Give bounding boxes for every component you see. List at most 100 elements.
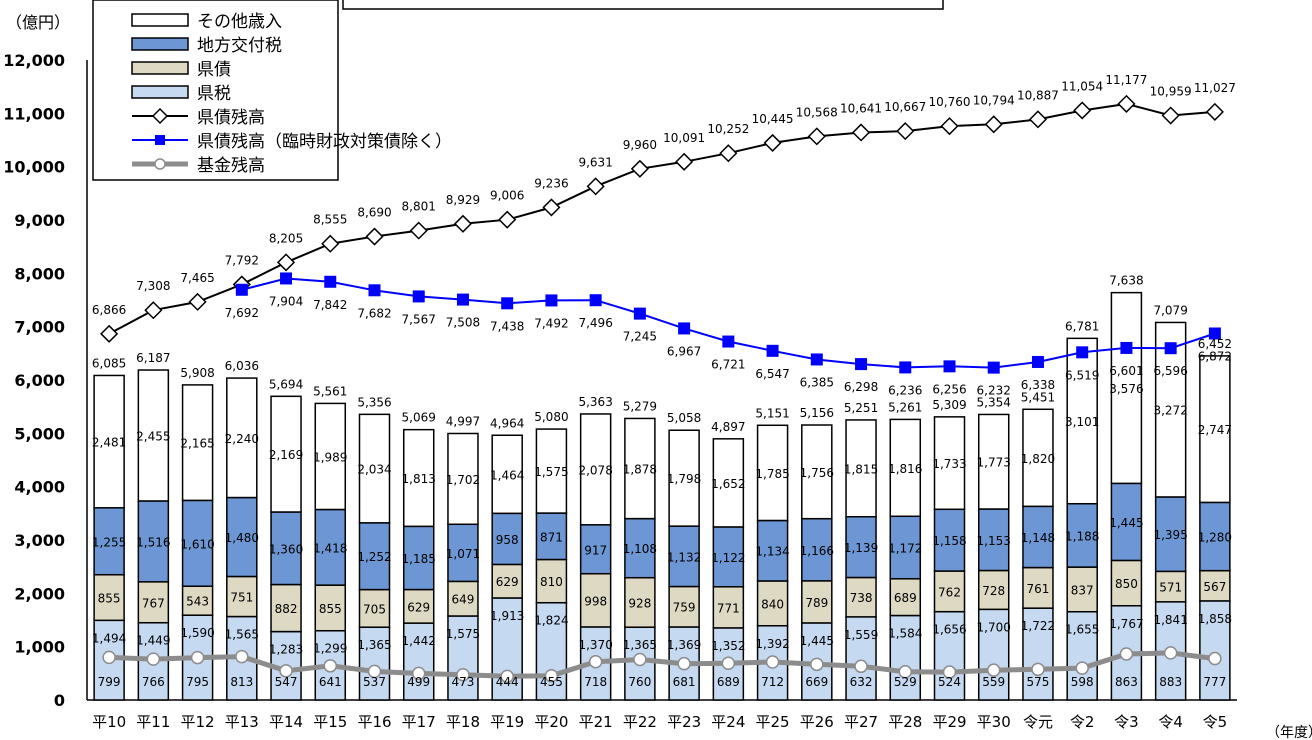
legend-marker bbox=[155, 159, 165, 169]
line-marker bbox=[634, 308, 646, 320]
bar-value-label: 1,565 bbox=[225, 628, 259, 642]
line-marker bbox=[811, 353, 823, 365]
line-value-label: 598 bbox=[1071, 675, 1094, 689]
bar-value-label: 738 bbox=[850, 591, 873, 605]
y-tick-label: 1,000 bbox=[14, 638, 65, 657]
x-tick-label: 平16 bbox=[357, 713, 391, 731]
bar-value-label: 2,747 bbox=[1198, 423, 1232, 437]
bar-value-label: 837 bbox=[1071, 583, 1094, 597]
bar-value-label: 1,798 bbox=[667, 472, 701, 486]
line-value-label: 10,445 bbox=[752, 112, 794, 126]
line-value-label: 529 bbox=[894, 675, 917, 689]
line-value-label: 10,887 bbox=[1017, 88, 1059, 102]
y-tick-label: 12,000 bbox=[3, 51, 65, 70]
line-value-label: 473 bbox=[452, 675, 475, 689]
legend-swatch bbox=[132, 86, 188, 98]
line-value-label: 8,205 bbox=[269, 231, 303, 245]
line-marker bbox=[236, 651, 248, 663]
line-value-label: 444 bbox=[496, 675, 519, 689]
line-value-label: 8,690 bbox=[357, 206, 391, 220]
x-tick-label: 平12 bbox=[181, 713, 215, 731]
line-value-label: 9,631 bbox=[578, 155, 612, 169]
line-marker bbox=[678, 658, 690, 670]
line-marker bbox=[324, 276, 336, 288]
bar-value-label: 1,299 bbox=[313, 642, 347, 656]
bar-total-label: 5,908 bbox=[180, 366, 214, 380]
line-marker bbox=[632, 161, 648, 177]
line-value-label: 7,245 bbox=[623, 330, 657, 344]
bar-value-label: 629 bbox=[496, 575, 519, 589]
line-marker bbox=[324, 660, 336, 672]
bar-value-label: 1,773 bbox=[977, 456, 1011, 470]
line-marker bbox=[501, 297, 513, 309]
line-marker bbox=[413, 290, 425, 302]
line-value-label: 813 bbox=[230, 675, 253, 689]
line-marker bbox=[634, 653, 646, 665]
line-marker bbox=[855, 358, 867, 370]
line-value-label: 689 bbox=[717, 675, 740, 689]
bar-value-label: 571 bbox=[1159, 581, 1182, 595]
line-marker bbox=[897, 123, 913, 139]
bar-value-label: 1,575 bbox=[446, 627, 480, 641]
bar-value-label: 1,516 bbox=[136, 535, 170, 549]
bar-value-label: 1,132 bbox=[667, 550, 701, 564]
bar-series-group bbox=[94, 293, 1230, 700]
x-tick-label: 令5 bbox=[1203, 713, 1228, 731]
line-value-label: 10,959 bbox=[1150, 85, 1192, 99]
bar-value-label: 1,449 bbox=[136, 634, 170, 648]
y-tick-label: 9,000 bbox=[14, 211, 65, 230]
line-marker bbox=[411, 223, 427, 239]
legend-label: 県債残高 bbox=[197, 108, 265, 128]
bar-total-label: 5,451 bbox=[1021, 390, 1055, 404]
line-value-label: 7,842 bbox=[313, 298, 347, 312]
y-tick-label: 0 bbox=[54, 691, 65, 710]
x-tick-label: 平17 bbox=[402, 713, 436, 731]
line-marker bbox=[1118, 96, 1134, 112]
line-marker bbox=[942, 118, 958, 134]
line-value-label: 6,721 bbox=[711, 358, 745, 372]
bar-value-label: 1,815 bbox=[844, 462, 878, 476]
line-value-label: 718 bbox=[584, 675, 607, 689]
bar-total-label: 5,279 bbox=[623, 399, 657, 413]
line-marker bbox=[192, 652, 204, 664]
legend-swatch bbox=[132, 38, 188, 50]
line-value-label: 10,794 bbox=[973, 93, 1015, 107]
bar-value-label: 1,655 bbox=[1065, 623, 1099, 637]
x-tick-label: 平19 bbox=[490, 713, 524, 731]
bar-value-label: 1,841 bbox=[1153, 613, 1187, 627]
bar-value-label: 1,785 bbox=[755, 467, 789, 481]
bar-value-label: 1,360 bbox=[269, 542, 303, 556]
line-value-label: 7,496 bbox=[578, 316, 612, 330]
line-marker bbox=[1165, 647, 1177, 659]
line-value-label: 669 bbox=[805, 675, 828, 689]
line-value-label: 6,596 bbox=[1153, 364, 1187, 378]
line-marker bbox=[543, 199, 559, 215]
x-tick-label: 平22 bbox=[623, 713, 657, 731]
bar-value-label: 1,445 bbox=[800, 634, 834, 648]
line-value-label: 6,232 bbox=[977, 384, 1011, 398]
bar-value-label: 649 bbox=[452, 593, 475, 607]
line-marker bbox=[722, 657, 734, 669]
line-marker bbox=[1165, 342, 1177, 354]
x-tick-label: 平20 bbox=[534, 713, 568, 731]
bar-total-label: 4,997 bbox=[446, 414, 480, 428]
bar-total-label: 5,356 bbox=[357, 395, 391, 409]
bar-value-label: 855 bbox=[98, 592, 121, 606]
bar-value-label: 3,101 bbox=[1065, 415, 1099, 429]
line-marker bbox=[590, 294, 602, 306]
line-marker bbox=[1120, 342, 1132, 354]
line-value-label: 6,967 bbox=[667, 344, 701, 358]
bar-value-label: 543 bbox=[186, 595, 209, 609]
x-tick-label: 平13 bbox=[225, 713, 259, 731]
x-tick-label: 平10 bbox=[92, 713, 126, 731]
line-marker bbox=[101, 326, 117, 342]
bar-value-label: 1,172 bbox=[888, 542, 922, 556]
bar-value-label: 2,169 bbox=[269, 448, 303, 462]
bar-value-label: 1,824 bbox=[534, 614, 568, 628]
bar-value-label: 1,255 bbox=[92, 535, 126, 549]
bar-value-label: 2,455 bbox=[136, 429, 170, 443]
line-value-label: 7,567 bbox=[402, 312, 436, 326]
line-marker bbox=[944, 360, 956, 372]
bar-value-label: 1,445 bbox=[1109, 516, 1143, 530]
line-marker bbox=[1074, 102, 1090, 118]
